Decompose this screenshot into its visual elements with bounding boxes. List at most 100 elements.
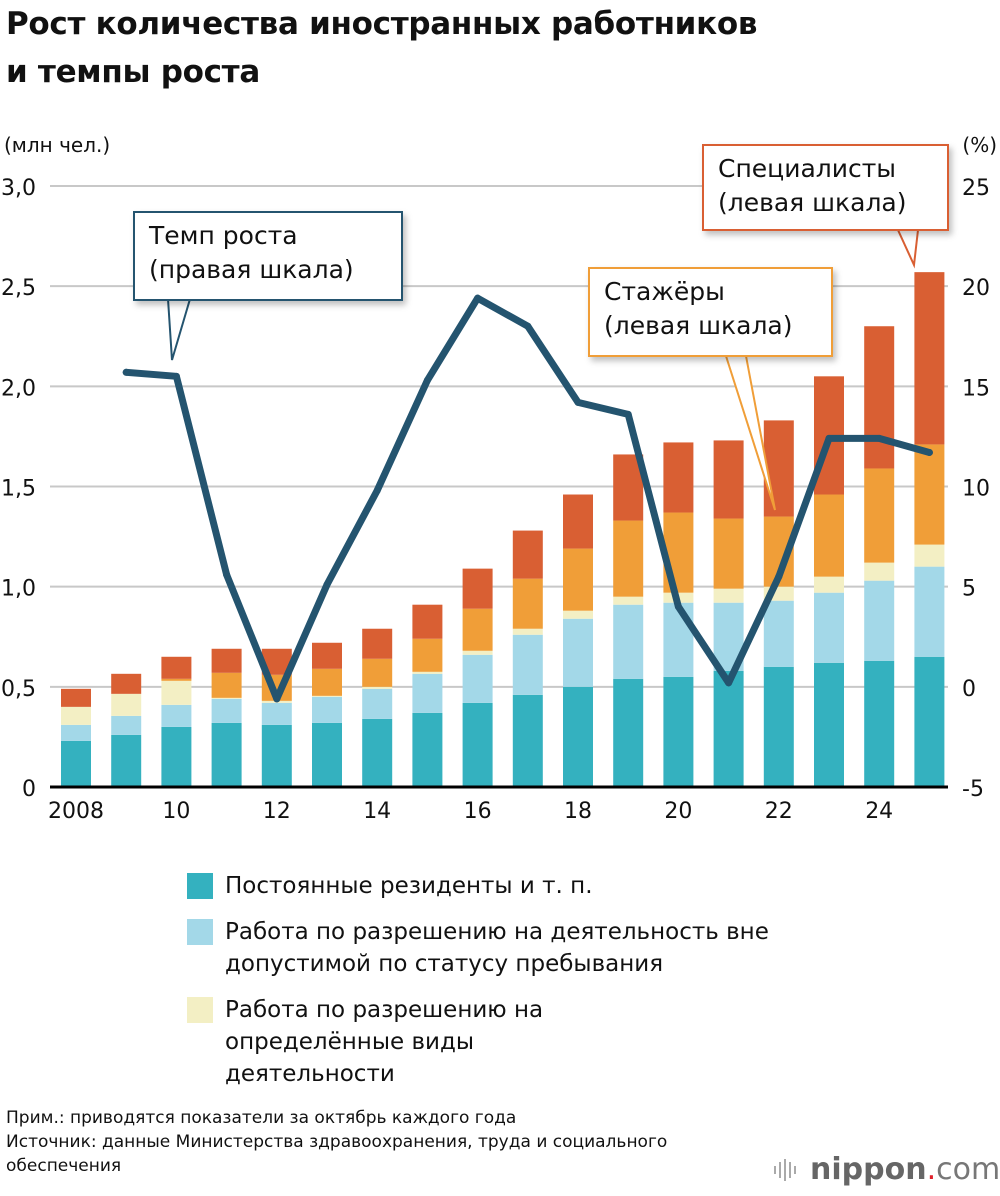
growth-point-2010 [172, 372, 180, 380]
x-tick-label: 12 [263, 799, 291, 824]
footnote: Прим.: приводятся показатели за октябрь … [6, 1106, 706, 1178]
callout-specialists: Специалисты (левая шкала) [702, 144, 949, 231]
bar-segment-2024-s4 [864, 326, 895, 469]
callout-growth-title: Темп роста [149, 221, 298, 250]
growth-point-2009 [122, 368, 130, 376]
right-axis-tick-label: 25 [962, 176, 990, 201]
bar-segment-2019-s1 [613, 604, 644, 679]
axes: 0 -5 0,5 0 1,0 5 1,5 10 2,0 15 2,5 20 3,0 25 (млн чел.… [1, 133, 997, 824]
bar-segment-2009-s2 [111, 693, 142, 716]
callout-trainees: Стажёры (левая шкала) [588, 267, 833, 357]
bar-segment-2009-s1 [111, 715, 142, 735]
growth-point-2024 [875, 434, 883, 442]
growth-point-2017 [524, 322, 532, 330]
growth-point-2023 [825, 434, 833, 442]
right-axis-tick-label: -5 [962, 777, 984, 802]
bar-segment-2008-s1 [61, 724, 91, 741]
bar-segment-2013-s3 [312, 668, 342, 696]
bar-segment-2025-s1 [914, 566, 945, 657]
callout-growth-scale: (правая шкала) [149, 255, 354, 284]
bar-segment-2025-s4 [914, 272, 945, 445]
bar-segment-2021-s3 [713, 518, 744, 589]
right-axis-tick-label: 5 [962, 577, 976, 602]
x-tick-label: 16 [464, 799, 492, 824]
bar-segment-2015-s4 [412, 604, 443, 639]
bar-segment-2024-s0 [864, 660, 895, 787]
bar-segment-2016-s2 [462, 650, 493, 655]
legend-label: Постоянные резиденты и т. п. [225, 873, 593, 899]
bar-segment-2022-s4 [763, 420, 794, 517]
bar-segment-2018-s2 [563, 610, 593, 619]
bar-segment-2022-s0 [763, 666, 794, 787]
bar-segment-2008-s2 [61, 706, 91, 725]
growth-point-2013 [323, 581, 331, 589]
legend-item-designated-activities: Работа по разрешению на определённые вид… [187, 994, 825, 1090]
bar-segment-2011-s0 [211, 722, 242, 787]
bar-segment-2014-s2 [362, 686, 393, 689]
left-axis-tick-label: 2,0 [1, 376, 36, 401]
bar-segment-2020-s3 [663, 512, 694, 593]
bar-segment-2020-s0 [663, 676, 694, 787]
bar-segment-2015-s2 [412, 671, 443, 674]
nippon-logo: nippon. com [772, 1152, 1000, 1187]
growth-rate-line [122, 294, 933, 703]
legend-swatch [187, 873, 213, 899]
bar-segment-2013-s0 [312, 722, 342, 787]
bar-segment-2019-s3 [613, 520, 644, 597]
bar-segment-2009-s4 [111, 673, 142, 694]
bar-segment-2015-s1 [412, 673, 443, 713]
bar-segment-2025-s2 [914, 544, 945, 567]
x-tick-label: 10 [162, 799, 190, 824]
bar-segment-2012-s0 [261, 724, 292, 787]
bar-segment-2010-s3 [161, 678, 192, 681]
growth-point-2022 [775, 573, 783, 581]
bar-segment-2011-s3 [211, 672, 242, 698]
bar-segment-2021-s2 [713, 588, 744, 603]
bar-segment-2018-s0 [563, 686, 593, 787]
bar-segment-2015-s0 [412, 712, 443, 787]
callout-trainees-title: Стажёры [604, 277, 725, 306]
legend-item-permanent-residents: Постоянные резиденты и т. п. [187, 870, 825, 902]
bar-segment-2014-s1 [362, 688, 393, 719]
bar-segment-2017-s0 [512, 694, 543, 787]
right-axis-unit: (%) [962, 133, 997, 157]
bar-segment-2021-s0 [713, 670, 744, 787]
bar-segment-2012-s1 [261, 702, 292, 725]
bar-segment-2011-s2 [211, 697, 242, 699]
left-axis-unit: (млн чел.) [4, 133, 110, 157]
left-axis-tick-label: 2,5 [1, 276, 36, 301]
right-axis-tick-label: 10 [962, 477, 990, 502]
legend-swatch [187, 997, 213, 1023]
bar-segment-2008-s0 [61, 740, 91, 787]
bar-segment-2017-s4 [512, 530, 543, 579]
title-line-1: Рост количества иностранных работников [6, 6, 758, 42]
x-tick-label: 18 [564, 799, 592, 824]
bar-segment-2014-s0 [362, 718, 393, 787]
bar-segment-2017-s3 [512, 578, 543, 629]
bar-segment-2018-s3 [563, 548, 593, 611]
bar-segment-2013-s4 [312, 642, 342, 669]
bar-segment-2008-s4 [61, 688, 91, 707]
x-tick-label: 24 [865, 799, 893, 824]
x-tick-label: 2008 [48, 799, 104, 824]
bar-segment-2023-s2 [814, 576, 844, 593]
left-axis-tick-label: 3,0 [1, 176, 36, 201]
left-axis-tick-label: 1,0 [1, 577, 36, 602]
growth-point-2011 [223, 571, 231, 579]
growth-point-2020 [674, 603, 682, 611]
callout-tail-growth [166, 298, 192, 361]
logo-main: nippon [810, 1152, 927, 1187]
left-axis-tick-label: 0 [22, 777, 36, 802]
bar-segment-2024-s3 [864, 468, 895, 563]
bar-segment-2009-s0 [111, 734, 142, 787]
legend: Постоянные резиденты и т. п. Работа по р… [187, 870, 825, 1104]
bar-segment-2010-s4 [161, 656, 192, 679]
bar-segment-2013-s2 [312, 695, 342, 697]
logo-dot: . [926, 1152, 937, 1187]
bar-segment-2019-s2 [613, 596, 644, 605]
left-axis-tick-label: 1,5 [1, 477, 36, 502]
bar-segment-2022-s1 [763, 600, 794, 667]
bar-segment-2025-s0 [914, 656, 945, 787]
logo-suffix: com [936, 1152, 1000, 1187]
chart-title: Рост количества иностранных работников и… [6, 0, 757, 96]
